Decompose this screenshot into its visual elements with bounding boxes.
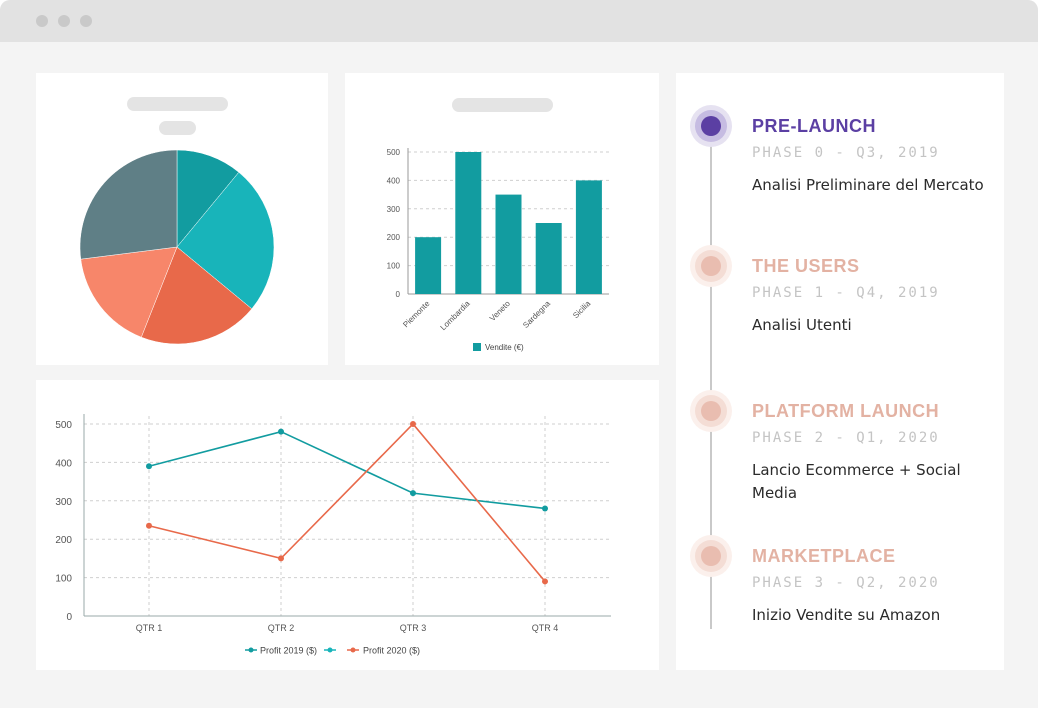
line-y-tick-label: 500: [55, 420, 72, 431]
bar-x-tick-label: Sardegna: [521, 299, 552, 330]
window-titlebar: [0, 0, 1038, 42]
subtitle-placeholder: [159, 121, 196, 135]
bar-y-tick-label: 0: [396, 290, 401, 299]
bar-x-tick-label: Veneto: [488, 299, 512, 323]
bar-legend-label: Vendite (€): [485, 343, 524, 352]
timeline-desc: Inizio Vendite su Amazon: [752, 606, 941, 624]
line-series-0: [148, 430, 546, 510]
timeline-desc: Lancio Ecommerce + Social Media: [752, 461, 961, 502]
line-point: [410, 421, 416, 427]
line-y-tick-label: 100: [55, 574, 72, 585]
line-point: [146, 463, 152, 470]
pie-slice-1: [176, 171, 275, 310]
pie-slice-3: [80, 246, 178, 338]
line-series-1: [148, 422, 546, 582]
line-y-tick-label: 0: [66, 612, 72, 623]
timeline-desc: Analisi Utenti: [752, 316, 852, 334]
bar-x-tick-label: Piemonte: [401, 299, 432, 330]
pie-chart-card: [36, 73, 328, 365]
timeline-marker-icon: [690, 390, 732, 432]
line-legend-marker: [350, 647, 356, 653]
line-point: [410, 490, 416, 497]
bar-2: [495, 194, 522, 294]
timeline-marker-icon: [690, 535, 732, 577]
timeline-line: [710, 125, 712, 629]
timeline-title: THE USERS: [752, 256, 860, 276]
line-point: [278, 555, 284, 562]
pie-chart: [79, 149, 275, 345]
window-close-dot[interactable]: [36, 15, 48, 27]
line-y-tick-label: 300: [55, 497, 72, 508]
line-chart: 0 100 200 300 400 500 QTR 1 QTR 2 QTR 3 QTR 4 Prof…: [55, 414, 611, 656]
bar-0: [415, 237, 442, 294]
line-x-tick-label: QTR 4: [532, 623, 559, 633]
timeline-phase: PHASE 1 - Q4, 2019: [752, 285, 940, 301]
bar-chart: 0 100 200 300 400 500 Piemonte Lombardia Veneto S…: [387, 148, 609, 352]
line-point: [146, 522, 152, 529]
line-legend-marker: [327, 647, 333, 653]
line-legend-label: Profit 2019 ($): [260, 646, 317, 656]
timeline-title: PLATFORM LAUNCH: [752, 401, 940, 421]
line-x-tick-label: QTR 3: [400, 623, 427, 633]
bar-y-tick-label: 500: [387, 148, 401, 157]
line-point: [278, 428, 284, 435]
timeline-phase: PHASE 3 - Q2, 2020: [752, 575, 940, 591]
timeline-title: PRE-LAUNCH: [752, 116, 876, 136]
timeline-phase: PHASE 0 - Q3, 2019: [752, 145, 940, 161]
title-placeholder: [127, 97, 228, 111]
line-x-tick-label: QTR 2: [268, 623, 295, 633]
bar-legend-swatch: [473, 343, 481, 351]
bar-y-tick-label: 100: [387, 262, 401, 271]
bar-4: [575, 180, 602, 294]
timeline-marker-icon: [690, 105, 732, 147]
roadmap-timeline: PRE-LAUNCH PHASE 0 - Q3, 2019 Analisi Pr…: [676, 73, 1004, 670]
pie-slice-0: [176, 149, 240, 248]
bar-1: [455, 152, 482, 294]
bar-x-tick-label: Lombardia: [439, 299, 472, 332]
pie-slice-2: [140, 246, 253, 345]
bar-y-tick-label: 200: [387, 233, 401, 242]
bar-chart-card: 0 100 200 300 400 500 Piemonte Lombardia Veneto S…: [345, 73, 659, 365]
window-minimize-dot[interactable]: [58, 15, 70, 27]
line-point: [542, 578, 548, 585]
window-maximize-dot[interactable]: [80, 15, 92, 27]
timeline-phase: PHASE 2 - Q1, 2020: [752, 430, 940, 446]
line-legend-marker: [248, 647, 254, 653]
line-chart-card: 0 100 200 300 400 500 QTR 1 QTR 2 QTR 3 QTR 4 Prof…: [36, 380, 659, 670]
title-placeholder: [452, 98, 553, 112]
timeline-marker-icon: [690, 245, 732, 287]
pie-slice-4: [79, 149, 178, 260]
line-x-tick-label: QTR 1: [136, 623, 163, 633]
timeline-title: MARKETPLACE: [752, 546, 896, 566]
line-y-tick-label: 200: [55, 535, 72, 546]
bar-y-tick-label: 400: [387, 176, 401, 185]
bar-y-tick-label: 300: [387, 205, 401, 214]
line-y-tick-label: 400: [55, 458, 72, 469]
line-point: [542, 505, 548, 512]
timeline-desc: Analisi Preliminare del Mercato: [752, 176, 984, 194]
bar-3: [535, 223, 562, 294]
bar-x-tick-label: Sicilia: [571, 299, 593, 321]
line-legend-label: Profit 2020 ($): [363, 646, 420, 656]
